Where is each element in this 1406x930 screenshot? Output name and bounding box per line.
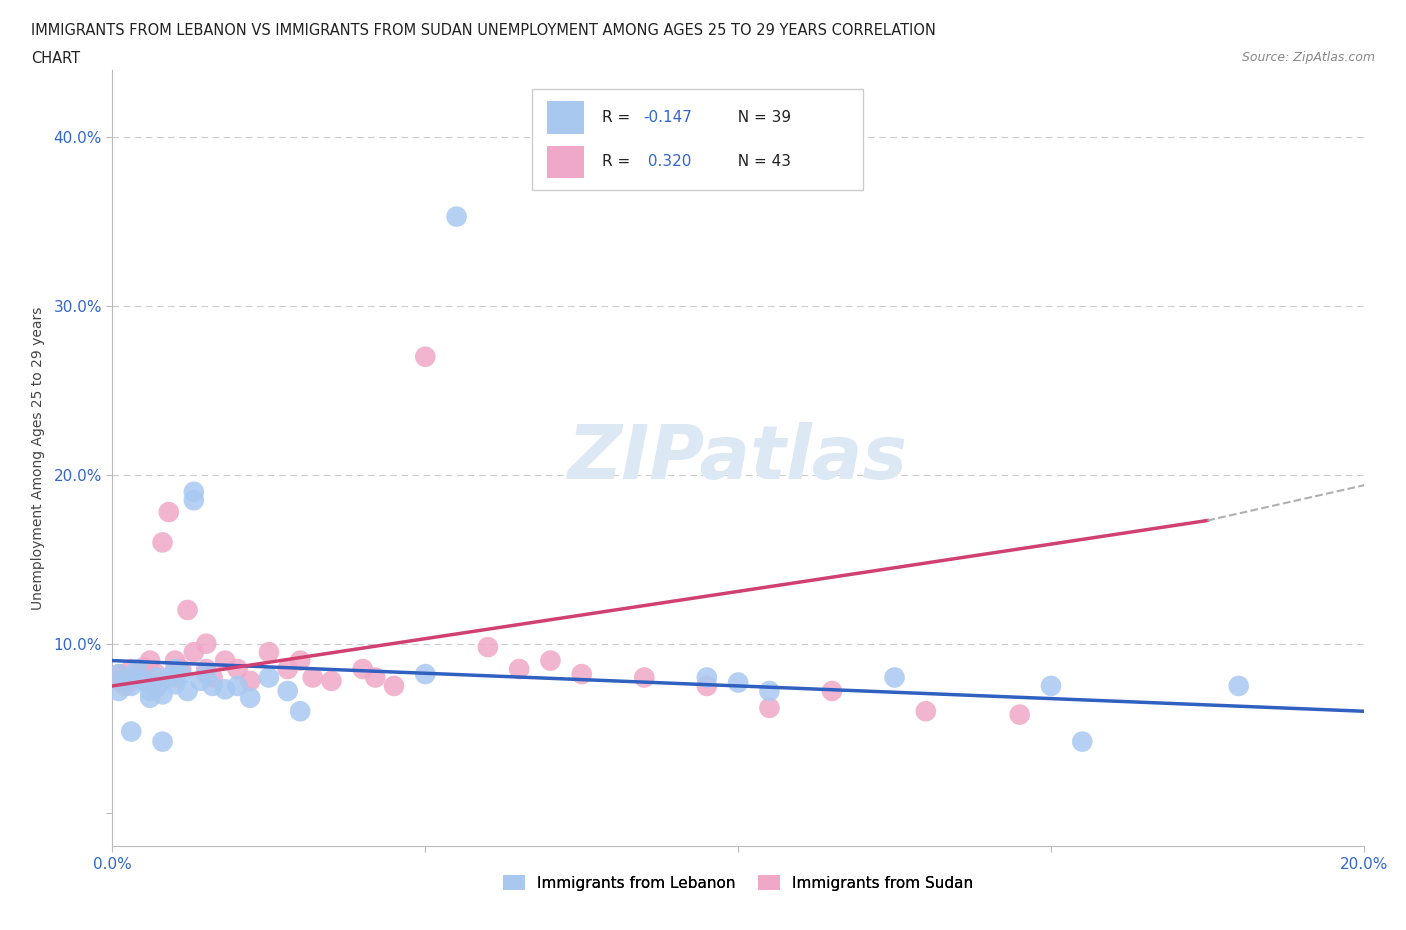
Point xyxy=(277,684,299,698)
FancyBboxPatch shape xyxy=(547,145,585,179)
Point xyxy=(120,661,142,676)
Point xyxy=(107,667,129,682)
Point xyxy=(107,667,129,682)
Point xyxy=(226,679,249,694)
Point xyxy=(301,670,323,684)
Point xyxy=(257,670,280,684)
Point xyxy=(145,667,167,682)
Point xyxy=(145,679,167,694)
Point xyxy=(127,667,149,682)
Point xyxy=(127,661,149,676)
Point xyxy=(114,679,136,694)
Point xyxy=(477,640,499,655)
Point xyxy=(571,667,593,682)
Legend: Immigrants from Lebanon, Immigrants from Sudan: Immigrants from Lebanon, Immigrants from… xyxy=(498,869,979,897)
Point xyxy=(176,603,198,618)
Point xyxy=(132,673,155,688)
Text: CHART: CHART xyxy=(31,51,80,66)
Point xyxy=(446,209,468,224)
Point xyxy=(1071,734,1094,749)
Point xyxy=(415,667,437,682)
Point xyxy=(239,690,262,705)
Text: R =: R = xyxy=(602,110,636,125)
Point xyxy=(696,679,718,694)
Text: N = 43: N = 43 xyxy=(728,154,792,169)
Point xyxy=(120,724,142,739)
Point xyxy=(163,670,186,684)
Point xyxy=(883,670,905,684)
Point xyxy=(290,704,312,719)
Point xyxy=(1227,679,1250,694)
Point xyxy=(120,673,142,688)
Point xyxy=(352,661,374,676)
Point xyxy=(540,653,562,668)
FancyBboxPatch shape xyxy=(547,101,585,134)
Point xyxy=(145,670,167,684)
Text: IMMIGRANTS FROM LEBANON VS IMMIGRANTS FROM SUDAN UNEMPLOYMENT AMONG AGES 25 TO 2: IMMIGRANTS FROM LEBANON VS IMMIGRANTS FR… xyxy=(31,23,936,38)
Point xyxy=(170,661,193,676)
Point xyxy=(176,684,198,698)
Text: Source: ZipAtlas.com: Source: ZipAtlas.com xyxy=(1241,51,1375,64)
Point xyxy=(1008,707,1031,722)
Point xyxy=(915,704,938,719)
Point xyxy=(132,660,155,675)
Point xyxy=(758,684,780,698)
Point xyxy=(139,653,162,668)
Text: -0.147: -0.147 xyxy=(643,110,692,125)
Point xyxy=(170,667,193,682)
Point xyxy=(382,679,405,694)
Point xyxy=(183,644,205,659)
Point xyxy=(163,653,186,668)
Point xyxy=(157,670,180,684)
Point xyxy=(163,677,186,692)
Point xyxy=(157,505,180,520)
Point xyxy=(239,673,262,688)
Point xyxy=(107,684,129,698)
Point xyxy=(183,485,205,499)
Point xyxy=(139,684,162,698)
Point xyxy=(183,493,205,508)
Text: R =: R = xyxy=(602,154,636,169)
Text: 0.320: 0.320 xyxy=(643,154,692,169)
Point xyxy=(107,673,129,688)
Point xyxy=(257,644,280,659)
Point xyxy=(508,661,530,676)
Point xyxy=(152,687,174,702)
Point xyxy=(226,661,249,676)
Point xyxy=(195,661,218,676)
Point xyxy=(152,734,174,749)
Point xyxy=(290,653,312,668)
FancyBboxPatch shape xyxy=(531,89,863,190)
Point xyxy=(132,673,155,688)
Point xyxy=(163,661,186,676)
Point xyxy=(727,675,749,690)
Point xyxy=(821,684,844,698)
Point xyxy=(201,679,224,694)
Point xyxy=(321,673,343,688)
Y-axis label: Unemployment Among Ages 25 to 29 years: Unemployment Among Ages 25 to 29 years xyxy=(31,306,45,610)
Point xyxy=(214,682,236,697)
Point xyxy=(195,667,218,682)
Text: ZIPatlas: ZIPatlas xyxy=(568,421,908,495)
Point xyxy=(214,653,236,668)
Point xyxy=(188,673,211,688)
Text: N = 39: N = 39 xyxy=(728,110,792,125)
Point xyxy=(415,350,437,365)
Point xyxy=(139,690,162,705)
Point xyxy=(633,670,655,684)
Point xyxy=(120,670,142,684)
Point xyxy=(696,670,718,684)
Point xyxy=(195,636,218,651)
Point xyxy=(114,673,136,688)
Point xyxy=(152,535,174,550)
Point xyxy=(758,700,780,715)
Point xyxy=(120,679,142,694)
Point xyxy=(1039,679,1063,694)
Point xyxy=(364,670,387,684)
Point xyxy=(145,680,167,695)
Point xyxy=(201,670,224,684)
Point xyxy=(277,661,299,676)
